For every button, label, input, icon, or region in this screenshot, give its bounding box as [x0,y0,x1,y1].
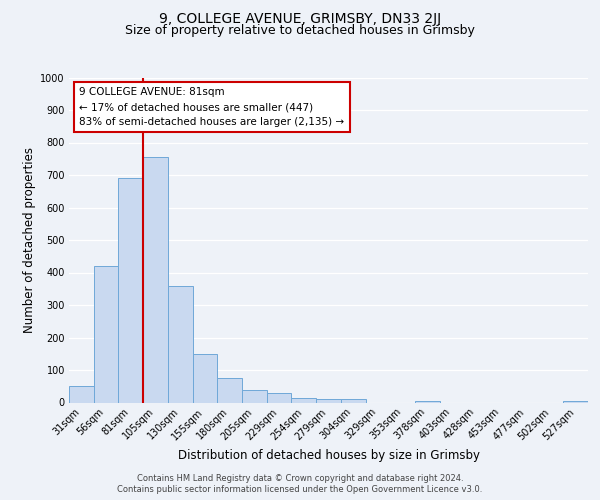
Text: 9, COLLEGE AVENUE, GRIMSBY, DN33 2JJ: 9, COLLEGE AVENUE, GRIMSBY, DN33 2JJ [159,12,441,26]
Bar [341,399,365,402]
Bar [292,398,316,402]
Text: Contains public sector information licensed under the Open Government Licence v3: Contains public sector information licen… [118,485,482,494]
Bar [217,378,242,402]
Bar [69,386,94,402]
Bar [143,157,168,402]
X-axis label: Distribution of detached houses by size in Grimsby: Distribution of detached houses by size … [178,448,479,462]
Bar [316,399,341,402]
Bar [118,178,143,402]
Bar [415,401,440,402]
Bar [267,393,292,402]
Bar [94,266,118,402]
Text: Contains HM Land Registry data © Crown copyright and database right 2024.: Contains HM Land Registry data © Crown c… [137,474,463,483]
Bar [168,286,193,403]
Text: 9 COLLEGE AVENUE: 81sqm
← 17% of detached houses are smaller (447)
83% of semi-d: 9 COLLEGE AVENUE: 81sqm ← 17% of detache… [79,87,344,127]
Y-axis label: Number of detached properties: Number of detached properties [23,147,36,333]
Bar [242,390,267,402]
Bar [193,354,217,403]
Bar [563,401,588,402]
Text: Size of property relative to detached houses in Grimsby: Size of property relative to detached ho… [125,24,475,37]
